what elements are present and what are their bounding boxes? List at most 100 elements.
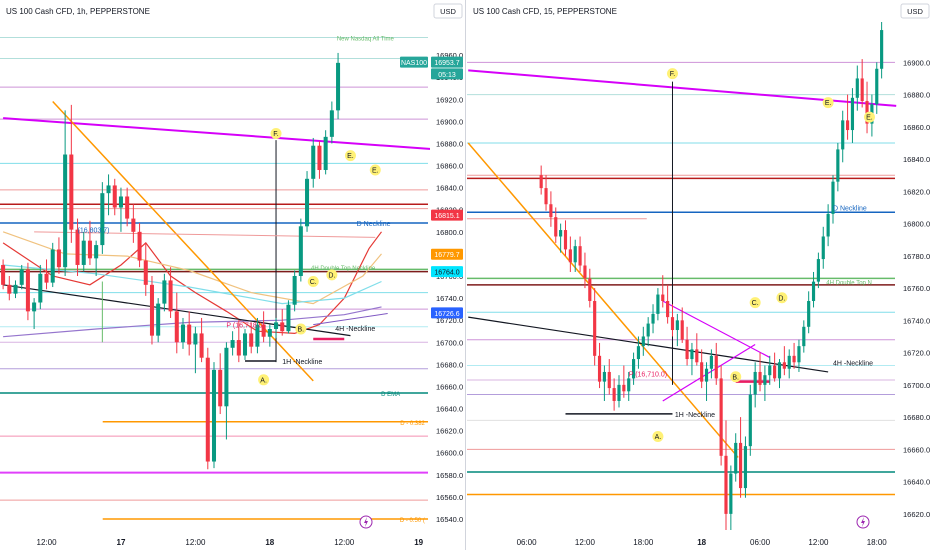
candle[interactable]	[87, 220, 92, 265]
time-axis[interactable]	[0, 530, 465, 550]
candle[interactable]	[821, 226, 825, 269]
candle[interactable]	[627, 371, 631, 401]
candle[interactable]	[50, 242, 55, 288]
candle[interactable]	[563, 220, 568, 256]
candle[interactable]	[44, 259, 49, 290]
candle[interactable]	[7, 276, 12, 301]
candle[interactable]	[218, 353, 223, 415]
candle[interactable]	[305, 171, 310, 232]
candle[interactable]	[704, 362, 709, 401]
candle[interactable]	[573, 239, 577, 272]
candle[interactable]	[807, 291, 811, 334]
candle[interactable]	[773, 352, 777, 382]
candle[interactable]	[578, 236, 582, 272]
candle[interactable]	[802, 320, 806, 353]
candle[interactable]	[81, 231, 86, 272]
candle[interactable]	[137, 222, 142, 268]
candle[interactable]	[607, 359, 611, 395]
candle[interactable]	[544, 175, 548, 211]
chart-1h-svg[interactable]: New Nasdaq All Time D Neckline (16,803.7) 4…	[0, 0, 465, 550]
candle[interactable]	[816, 252, 820, 289]
trendline[interactable]	[313, 313, 388, 326]
trendline[interactable]	[467, 142, 739, 458]
pattern-point-marker[interactable]: C.	[307, 276, 319, 288]
pattern-point-marker[interactable]: E.	[863, 111, 875, 123]
candle[interactable]	[559, 223, 563, 253]
candle[interactable]	[811, 271, 816, 308]
candle[interactable]	[329, 101, 334, 144]
currency-button[interactable]	[433, 3, 463, 19]
candle[interactable]	[743, 436, 748, 498]
candle[interactable]	[236, 320, 241, 363]
candle[interactable]	[249, 322, 254, 354]
candle[interactable]	[695, 333, 699, 366]
candle[interactable]	[709, 349, 713, 379]
candle[interactable]	[187, 311, 192, 356]
pattern-point-marker[interactable]: F.	[666, 68, 678, 80]
candle[interactable]	[180, 317, 186, 349]
candle[interactable]	[125, 187, 130, 227]
pattern-point-marker[interactable]: F.	[270, 128, 282, 140]
candle[interactable]	[199, 317, 204, 363]
candle[interactable]	[193, 326, 198, 374]
candle[interactable]	[675, 313, 679, 347]
pattern-point-marker[interactable]: E.	[369, 164, 381, 176]
candle[interactable]	[131, 204, 136, 243]
candle[interactable]	[267, 324, 272, 347]
candle[interactable]	[317, 141, 322, 179]
candle[interactable]	[602, 365, 606, 401]
candle[interactable]	[831, 175, 835, 224]
candle[interactable]	[242, 329, 248, 360]
candle[interactable]	[112, 178, 117, 216]
candle[interactable]	[25, 262, 30, 321]
candle[interactable]	[651, 304, 655, 334]
candle[interactable]	[670, 304, 675, 337]
candle[interactable]	[1, 259, 6, 290]
candle[interactable]	[656, 288, 660, 321]
candle[interactable]	[758, 352, 762, 392]
lightning-icon[interactable]	[856, 515, 870, 529]
candle[interactable]	[763, 365, 767, 401]
candle[interactable]	[593, 288, 597, 366]
chart-pane-15m[interactable]: D Neckline 4H Double Top N 4H -Neckline P (…	[467, 0, 932, 550]
candle[interactable]	[646, 317, 650, 347]
candle[interactable]	[162, 273, 167, 312]
pattern-point-marker[interactable]: D.	[776, 292, 788, 304]
candle[interactable]	[690, 342, 694, 376]
candle[interactable]	[118, 187, 123, 232]
candle[interactable]	[19, 264, 24, 290]
candle[interactable]	[230, 331, 235, 356]
candle[interactable]	[13, 280, 18, 299]
candle[interactable]	[280, 309, 285, 336]
candle[interactable]	[787, 349, 791, 379]
candle[interactable]	[797, 339, 801, 372]
trendline[interactable]	[662, 300, 771, 358]
candle[interactable]	[782, 346, 786, 376]
pattern-point-marker[interactable]: D.	[326, 269, 338, 281]
candle[interactable]	[622, 365, 626, 398]
candle[interactable]	[174, 292, 179, 354]
candle[interactable]	[32, 298, 37, 330]
pattern-point-marker[interactable]: A.	[652, 430, 664, 442]
candle[interactable]	[168, 267, 173, 318]
candle[interactable]	[850, 88, 855, 143]
candle[interactable]	[700, 349, 704, 389]
candle[interactable]	[826, 204, 830, 247]
candle[interactable]	[880, 22, 884, 79]
candle[interactable]	[597, 342, 602, 389]
candle[interactable]	[714, 342, 718, 385]
candle[interactable]	[100, 182, 105, 254]
candle[interactable]	[205, 347, 210, 470]
candle[interactable]	[583, 252, 587, 289]
candle[interactable]	[631, 352, 636, 385]
pattern-point-marker[interactable]: C.	[749, 297, 761, 309]
candle[interactable]	[38, 264, 43, 310]
candle[interactable]	[875, 62, 879, 114]
chart-15m-svg[interactable]: D Neckline 4H Double Top N 4H -Neckline P (…	[467, 0, 932, 550]
candle[interactable]	[255, 317, 260, 354]
candle[interactable]	[841, 110, 845, 163]
candle[interactable]	[286, 300, 291, 334]
candle[interactable]	[768, 355, 772, 385]
candle[interactable]	[224, 342, 229, 440]
candle[interactable]	[792, 342, 796, 369]
